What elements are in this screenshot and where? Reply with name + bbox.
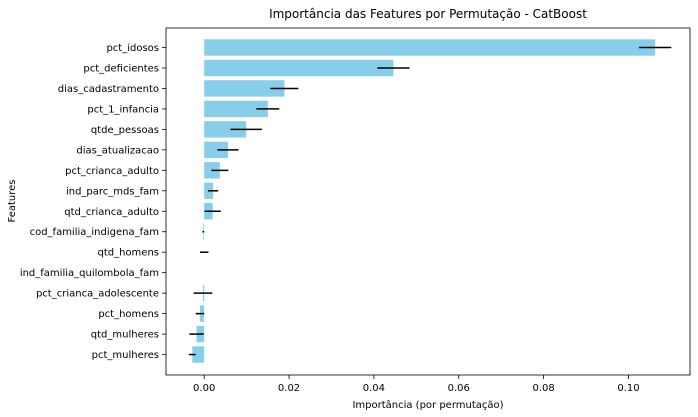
y-tick-label: ind_parc_mds_fam <box>66 186 159 197</box>
x-axis-label: Importância (por permutação) <box>352 399 503 411</box>
y-tick-label: pct_homens <box>98 309 159 320</box>
bar-pct_1_infancia <box>204 100 268 118</box>
x-tick-label: 0.10 <box>617 383 639 394</box>
plot-area <box>188 39 672 363</box>
y-tick-label: pct_crianca_adulto <box>65 166 159 177</box>
y-tick-label: dias_cadastramento <box>58 84 159 95</box>
y-tick-label: ind_familia_quilombola_fam <box>20 268 159 279</box>
y-tick-label: pct_deficientes <box>83 63 159 74</box>
bar-qtde_pessoas <box>204 121 247 138</box>
x-tick-label: 0.04 <box>363 383 385 394</box>
x-tick-label: 0.00 <box>193 383 215 394</box>
y-tick-label: qtd_homens <box>97 248 159 259</box>
x-tick-label: 0.08 <box>532 383 554 394</box>
y-tick-label: cod_familia_indigena_fam <box>30 227 159 238</box>
x-tick-label: 0.06 <box>448 383 470 394</box>
x-tick-label: 0.02 <box>278 383 300 394</box>
y-tick-label: pct_1_infancia <box>87 104 159 115</box>
y-tick-label: qtd_crianca_adulto <box>64 207 159 218</box>
y-tick-label: qtd_mulheres <box>91 330 159 341</box>
axes: pct_idosos pct_deficientes dias_cadastrame… <box>20 43 640 394</box>
y-tick-label: dias_atualizacao <box>76 145 159 156</box>
y-tick-label: pct_mulheres <box>92 350 159 361</box>
y-tick-label: pct_crianca_adolescente <box>36 289 159 300</box>
bar-pct_mulheres <box>192 346 205 363</box>
bar-dias_atualizacao <box>204 141 228 159</box>
bar-dias_cadastramento <box>204 80 285 97</box>
bar-pct_deficientes <box>204 59 394 77</box>
plot-frame <box>165 27 691 376</box>
y-tick-label: qtde_pessoas <box>91 125 159 136</box>
bar-pct_idosos <box>204 39 656 56</box>
y-tick-label: pct_idosos <box>106 43 159 54</box>
y-axis-label: Features <box>7 180 18 223</box>
chart-title: Importância das Features por Permutação … <box>269 7 587 21</box>
